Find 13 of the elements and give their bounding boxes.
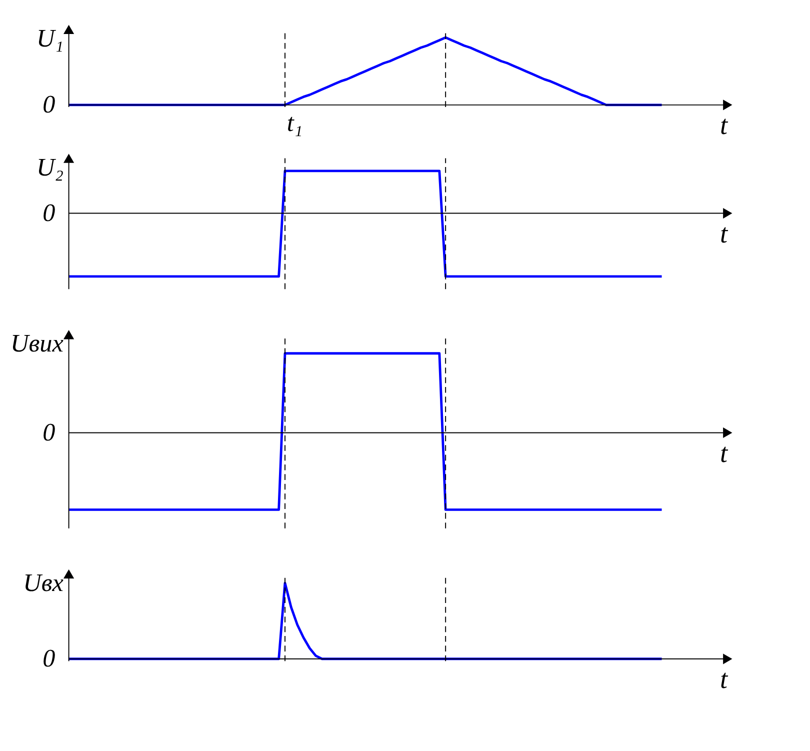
text: t₁ — [286, 110, 303, 138]
x-axis-title: t — [720, 110, 729, 140]
y-axis-title: Uвих — [10, 330, 64, 358]
text: 0 — [42, 200, 56, 228]
text: 0 — [42, 92, 56, 119]
y-axis-title: Uвх — [23, 570, 64, 597]
y-axis-title: U₂ — [36, 154, 64, 182]
y-axis-title: U₁ — [36, 25, 64, 52]
x-axis-title: t — [720, 218, 729, 248]
text: 0 — [42, 419, 56, 446]
x-axis-title: t — [720, 438, 729, 468]
x-axis-title: t — [720, 664, 729, 694]
text: 0 — [42, 646, 56, 673]
